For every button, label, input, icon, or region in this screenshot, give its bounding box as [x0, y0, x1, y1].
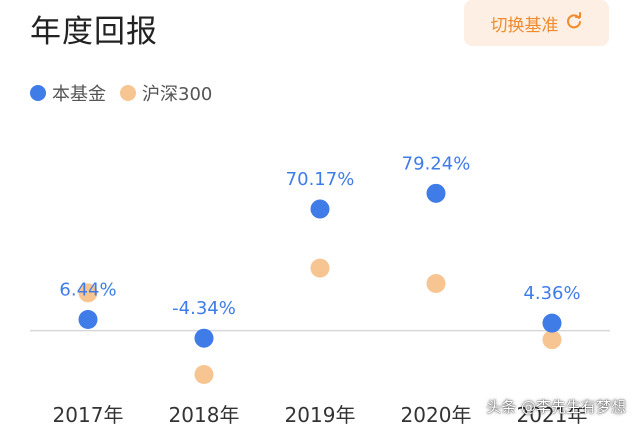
fund-data-label: 79.24%: [402, 153, 471, 174]
page-title: 年度回报: [30, 14, 158, 50]
switch-benchmark-label: 切换基准: [490, 15, 559, 36]
benchmark-point-2017年: [78, 283, 98, 303]
refresh-icon: [565, 11, 583, 35]
fund-data-label: 70.17%: [286, 169, 355, 190]
legend-label-benchmark: 沪深300: [142, 84, 213, 105]
x-tick-label: 2018年: [169, 403, 240, 427]
legend-item-fund: 本基金: [30, 80, 106, 106]
fund-point-2018年: [194, 328, 214, 348]
fund-point-2017年: [78, 310, 98, 330]
legend-label-fund: 本基金: [52, 84, 106, 105]
chart-legend: 本基金 沪深300: [30, 80, 226, 106]
fund-point-2019年: [310, 199, 330, 219]
benchmark-point-2021年: [542, 330, 562, 350]
benchmark-point-2019年: [310, 258, 330, 278]
legend-item-benchmark: 沪深300: [120, 80, 212, 106]
x-tick-label: 2021年: [517, 403, 588, 427]
fund-point-2020年: [426, 183, 446, 203]
x-tick-label: 2017年: [53, 403, 124, 427]
fund-point-2021年: [542, 313, 562, 333]
benchmark-point-2020年: [426, 274, 446, 294]
fund-data-label: -4.34%: [172, 298, 236, 319]
x-tick-label: 2019年: [285, 403, 356, 427]
fund-data-label: 6.44%: [59, 280, 116, 301]
switch-benchmark-button[interactable]: 切换基准: [464, 0, 609, 46]
fund-data-label: 4.36%: [523, 283, 580, 304]
legend-dot-fund: [30, 85, 46, 101]
x-tick-label: 2020年: [401, 403, 472, 427]
benchmark-point-2018年: [194, 365, 214, 385]
legend-dot-benchmark: [120, 85, 136, 101]
watermark: 头条 @李先生有梦想: [486, 398, 626, 416]
